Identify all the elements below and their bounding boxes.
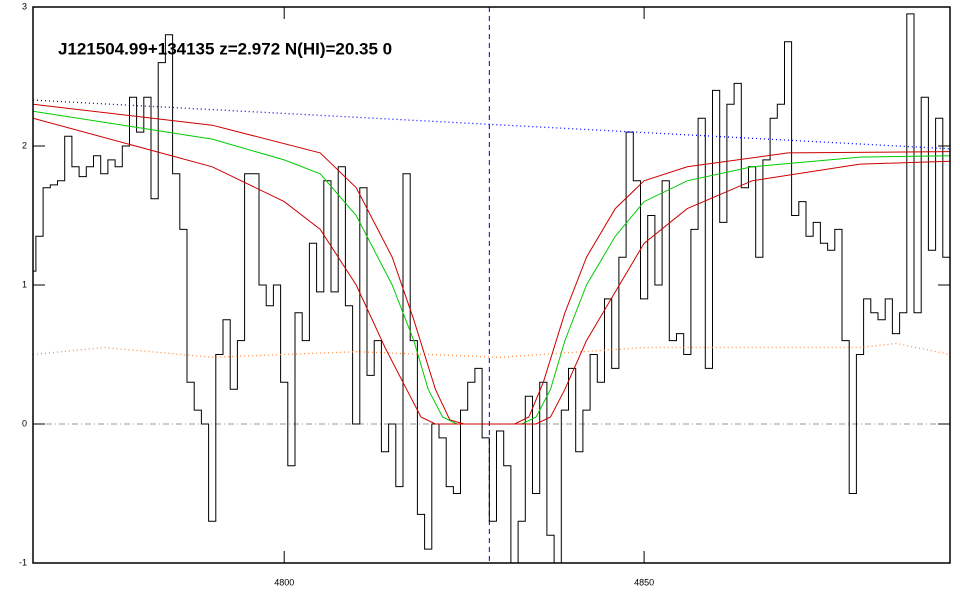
series-line — [33, 342, 950, 358]
series-line — [33, 117, 950, 425]
x-tick-label: 4850 — [634, 577, 654, 587]
plot-area — [33, 7, 950, 563]
x-tick-label: 4800 — [274, 577, 294, 587]
y-tick-label: 0 — [22, 418, 27, 428]
y-tick-label: -1 — [19, 557, 27, 567]
y-tick-label: 3 — [22, 1, 27, 11]
y-tick-label: 1 — [22, 279, 27, 289]
y-tick-label: 2 — [22, 140, 27, 150]
chart-title: J121504.99+134135 z=2.972 N(HI)=20.35 0 — [58, 39, 392, 58]
series-line — [33, 13, 950, 563]
